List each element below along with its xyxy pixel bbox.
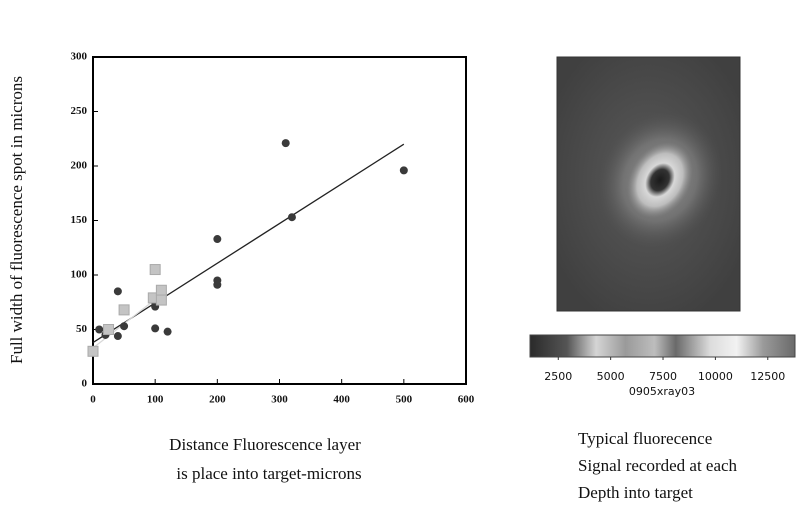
fit-line: [93, 144, 404, 342]
colorbar-tick-label: 5000: [597, 370, 625, 383]
data-point: [400, 166, 408, 174]
data-point: [119, 305, 129, 315]
data-point: [213, 281, 221, 289]
x-tick-label: 300: [271, 394, 288, 406]
x-tick-label: 600: [458, 394, 475, 406]
data-point: [156, 285, 166, 295]
colorbar-tick-label: 7500: [649, 370, 677, 383]
data-point: [104, 325, 114, 335]
data-point: [282, 139, 290, 147]
caption: Signal recorded at each: [578, 456, 738, 475]
x-tick-label: 100: [147, 394, 164, 406]
fluorescence-image: [557, 57, 744, 311]
figure: 0 100 200 300 400 500 600 0 50 100 150 200 250 300 Ful…: [0, 0, 802, 509]
data-point: [120, 322, 128, 330]
x-tick-label: 400: [333, 394, 350, 406]
data-point: [156, 295, 166, 305]
y-axis-label: Full width of fluorescence spot in micro…: [7, 76, 26, 364]
x-tick-label: 500: [396, 394, 413, 406]
data-point: [213, 235, 221, 243]
y-tick-label: 200: [71, 160, 88, 172]
x-tick-label: 0: [90, 394, 96, 406]
caption: Typical fluorecence: [578, 429, 712, 448]
data-point: [114, 332, 122, 340]
y-tick-label: 150: [71, 214, 88, 226]
colorbar-tick-label: 2500: [544, 370, 572, 383]
data-point: [88, 346, 98, 356]
y-tick-label: 250: [71, 105, 88, 117]
y-tick-label: 300: [71, 51, 88, 63]
colorbar-tick-label: 10000: [698, 370, 733, 383]
colorbar-tick-label: 12500: [750, 370, 785, 383]
caption: Depth into target: [578, 483, 693, 502]
x-axis-label: Distance Fluorescence layer: [169, 435, 361, 454]
x-axis-label: is place into target-microns: [176, 464, 361, 483]
x-tick-label: 200: [209, 394, 226, 406]
colorbar-label: 0905xray03: [629, 385, 695, 398]
data-point: [95, 326, 103, 334]
y-tick-label: 50: [76, 323, 88, 335]
data-point: [151, 324, 159, 332]
data-point: [288, 213, 296, 221]
data-point: [150, 265, 160, 275]
y-tick-label: 100: [71, 269, 88, 281]
plot-frame: [93, 57, 466, 384]
colorbar: [530, 335, 795, 357]
data-point: [114, 287, 122, 295]
data-point: [164, 328, 172, 336]
y-tick-label: 0: [82, 378, 88, 390]
